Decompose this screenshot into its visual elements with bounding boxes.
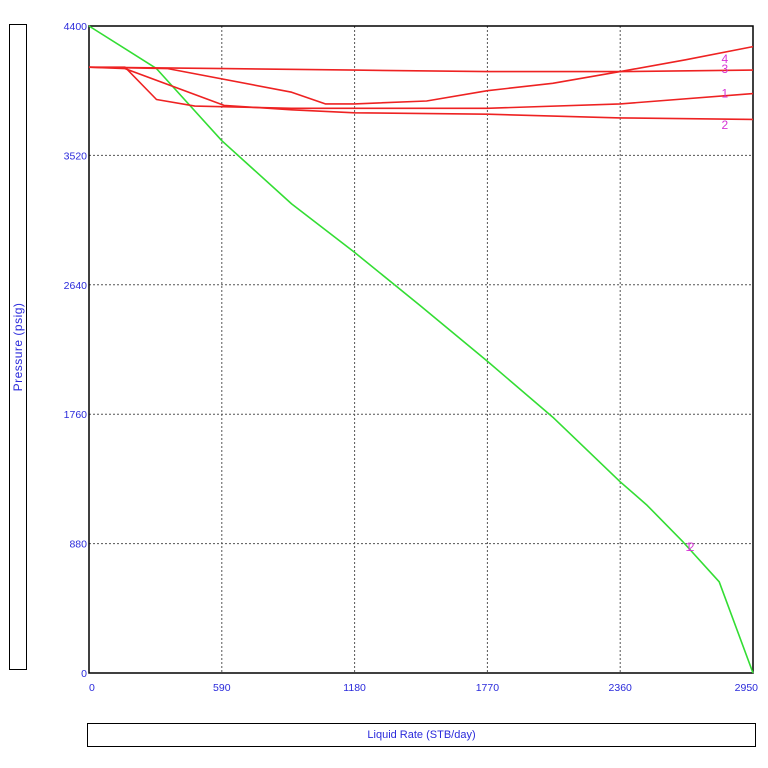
series-layer (88, 25, 754, 674)
x-tick-label: 2360 (609, 682, 633, 694)
x-tick-label: 1180 (343, 682, 366, 694)
plot-frame (88, 25, 754, 674)
vlp-curve-3 (88, 45, 754, 105)
curve-label: 4 (721, 52, 728, 66)
chart-canvas: 0 590 1180 1770 2360 2950 0 880 1760 2640 3520 4400… (64, 21, 759, 694)
curve-label: 1 (685, 540, 692, 554)
x-axis-title-box: Liquid Rate (STB/day) (87, 723, 756, 747)
curve-label: 2 (688, 540, 695, 554)
curve-label: 3 (721, 62, 728, 76)
y-tick-label: 880 (69, 539, 87, 551)
vlp-curve-4 (88, 66, 754, 73)
tick-labels: 0 590 1180 1770 2360 2950 0 880 1760 2640 3520 4400 (64, 21, 759, 694)
y-tick-label: 3520 (64, 150, 88, 162)
ipr-curve (88, 25, 754, 674)
y-tick-label: 4400 (64, 21, 88, 33)
x-axis-title: Liquid Rate (STB/day) (367, 729, 476, 741)
x-tick-label: 0 (89, 682, 95, 694)
vlp-curve-2 (88, 66, 754, 121)
vlp-curve-1 (89, 66, 754, 110)
y-tick-label: 1760 (64, 409, 88, 421)
grid-layer (89, 26, 753, 673)
y-tick-label: 2640 (64, 280, 88, 292)
x-tick-label: 1770 (476, 682, 500, 694)
x-tick-label: 590 (213, 682, 231, 694)
curve-label: 1 (721, 86, 728, 100)
y-axis-title-box: Pressure (psig) (9, 24, 27, 670)
x-tick-label: 2950 (735, 682, 759, 694)
curve-label: 2 (721, 118, 728, 132)
y-tick-label: 0 (81, 668, 87, 680)
